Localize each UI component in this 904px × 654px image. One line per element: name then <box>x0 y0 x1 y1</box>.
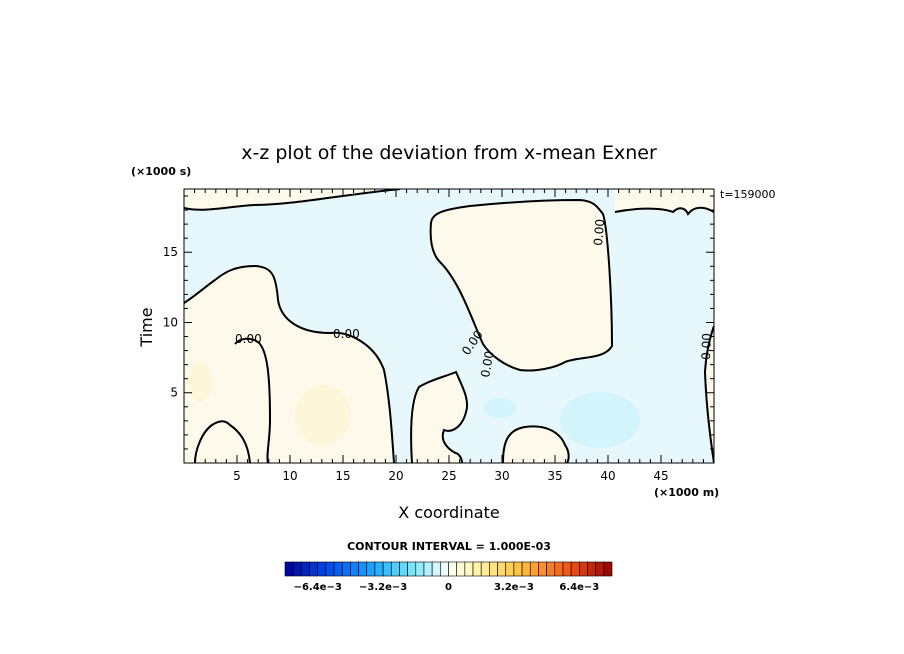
plot-area: 0.00 0.00 0.00 0.00 0.00 0.00 <box>184 189 714 463</box>
y-axis-label: Time <box>137 307 156 347</box>
x-axis-label: X coordinate <box>398 503 499 522</box>
positive-region-center <box>430 200 612 371</box>
y-tick-labels: 5 10 15 <box>163 245 178 400</box>
colorbar-bin <box>456 561 466 577</box>
colorbar-bin <box>603 561 613 577</box>
x-tick-label: 35 <box>547 469 562 483</box>
contour-line-9 <box>703 325 714 463</box>
colorbar-bin <box>333 561 343 577</box>
x-tick-label: 20 <box>388 469 403 483</box>
colorbar-bin <box>578 561 588 577</box>
colorbar-bin <box>480 561 490 577</box>
x-tick-label: 45 <box>653 469 668 483</box>
colorbar-tick-label: −3.2e−3 <box>359 582 407 593</box>
colorbar-bin <box>489 561 498 577</box>
colorbar-bin <box>325 561 335 577</box>
x-tick-label: 5 <box>233 469 241 483</box>
contour-label: 0.00 <box>699 333 714 360</box>
colorbar-tick-labels: −6.4e−3 −3.2e−3 0 3.2e−3 6.4e−3 <box>294 582 600 593</box>
strong-negative-patch-1 <box>484 398 516 418</box>
colorbar-bin <box>292 561 302 577</box>
colorbar-bin <box>505 561 515 577</box>
colorbar-bin <box>407 561 417 577</box>
colorbar-bin <box>529 561 539 577</box>
colorbar-tick-label: 3.2e−3 <box>494 582 534 593</box>
contour-label: 0.00 <box>333 327 360 341</box>
colorbar-bin <box>497 561 507 577</box>
colorbar-bin <box>513 561 523 577</box>
colorbar-bin <box>390 561 400 577</box>
colorbar-bin <box>309 561 318 577</box>
x-tick-labels: 5 10 15 20 25 30 35 40 45 <box>233 469 668 483</box>
colorbar-bin <box>554 561 564 577</box>
colorbar-bin <box>440 561 449 577</box>
contour-labels: 0.00 0.00 0.00 0.00 0.00 0.00 <box>235 218 714 378</box>
positive-region-top-right <box>615 189 714 214</box>
colorbar-bin <box>538 561 547 577</box>
colorbar-bin <box>341 561 351 577</box>
colorbar-bin <box>301 561 310 577</box>
colorbar-bin <box>366 561 376 577</box>
colorbar <box>284 561 613 577</box>
contour-label: 0.00 <box>478 350 496 379</box>
positive-region-top-left <box>184 189 400 210</box>
contour-line-7 <box>410 370 468 463</box>
contour-label: 0.00 <box>591 218 607 246</box>
x-tick-label: 30 <box>494 469 509 483</box>
y-tick-label: 5 <box>170 386 178 400</box>
y-tick-label: 10 <box>163 315 178 329</box>
contour-interval-label: CONTOUR INTERVAL = 1.000E-03 <box>347 540 551 553</box>
time-label: t=159000 <box>720 188 776 201</box>
x-unit-label: (×1000 m) <box>654 486 719 499</box>
contour-line-8 <box>502 425 570 463</box>
x-tick-label: 25 <box>441 469 456 483</box>
colorbar-bin <box>374 561 384 577</box>
chart-title: x-z plot of the deviation from x-mean Ex… <box>241 142 657 164</box>
positive-region-bottom-right <box>503 426 569 463</box>
contour-line-5 <box>429 198 614 372</box>
contour-line-6 <box>614 206 714 217</box>
x-tick-label: 10 <box>282 469 297 483</box>
strong-positive-patch-1 <box>188 362 212 402</box>
colorbar-tick-label: 0 <box>445 582 452 593</box>
colorbar-tick-label: 6.4e−3 <box>559 582 599 593</box>
zero-contours <box>184 189 714 463</box>
colorbar-bin <box>570 561 580 577</box>
positive-region-bottom-center <box>411 372 468 463</box>
colorbar-bin <box>358 561 368 577</box>
y-tick-label: 15 <box>163 245 178 259</box>
colorbar-bin <box>521 561 531 577</box>
colorbar-tick-label: −6.4e−3 <box>294 582 342 593</box>
colorbar-bin <box>317 561 327 577</box>
strong-positive-patch-2 <box>295 385 351 445</box>
colorbar-bin <box>464 561 474 577</box>
contour-line-2 <box>184 264 395 463</box>
colorbar-bin <box>284 561 294 577</box>
strong-negative-patch-2 <box>560 392 640 448</box>
positive-region-right-edge <box>705 326 714 463</box>
contour-line-4 <box>194 420 251 463</box>
colorbar-bin <box>546 561 556 577</box>
colorbar-bin <box>350 561 359 577</box>
colorbar-bin <box>423 561 433 577</box>
contour-label: 0.00 <box>235 332 262 346</box>
colorbar-bin <box>472 561 482 577</box>
colorbar-bin <box>562 561 572 577</box>
axis-ticks <box>184 189 714 463</box>
colorbar-bin <box>587 561 596 577</box>
colorbar-bin <box>415 561 425 577</box>
x-tick-label: 40 <box>600 469 615 483</box>
contour-line-1 <box>184 189 401 211</box>
colorbar-bin <box>399 561 408 577</box>
colorbar-bin <box>595 561 605 577</box>
x-tick-label: 15 <box>335 469 350 483</box>
colorbar-bin <box>382 561 392 577</box>
colorbar-bin <box>431 561 441 577</box>
colorbar-bin <box>448 561 457 577</box>
contour-line-3 <box>234 337 272 463</box>
y-unit-label: (×1000 s) <box>131 165 191 178</box>
